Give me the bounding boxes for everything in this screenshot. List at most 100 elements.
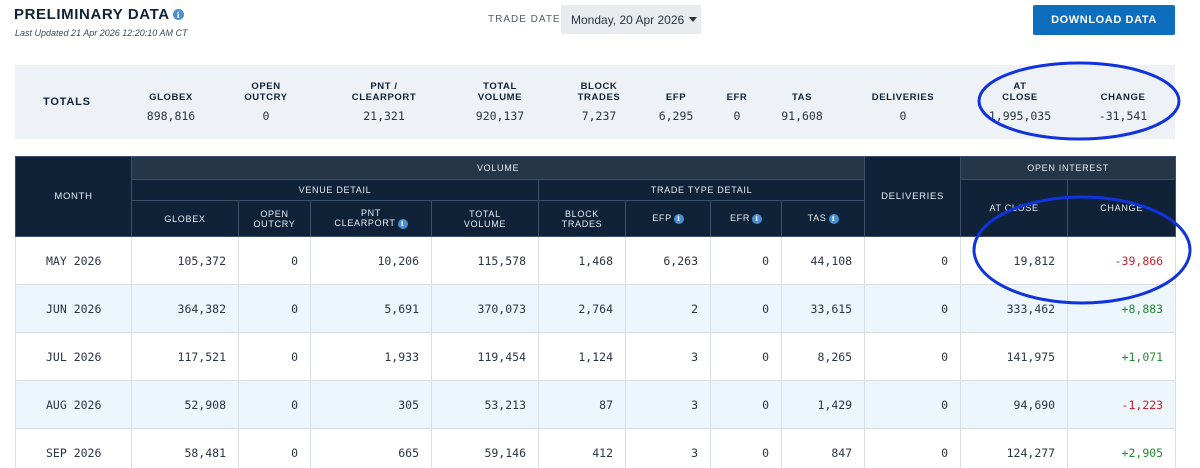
header-block-l1: BLOCK <box>564 208 599 219</box>
totals-col-value: 0 <box>733 109 741 123</box>
cell-at-close: 94,690 <box>960 380 1069 429</box>
cell-deliveries: 0 <box>864 428 962 468</box>
totals-col-value: 21,321 <box>363 109 405 123</box>
cell-efr: 0 <box>710 236 782 285</box>
header-total-l1: TOTAL <box>469 208 501 219</box>
totals-header-line2: VOLUME <box>477 92 523 103</box>
totals-col-5: EFP 6,295 <box>621 79 731 123</box>
cell-deliveries: 0 <box>864 284 962 333</box>
totals-header-line1: DELIVERIES <box>871 92 935 103</box>
cell-at-close: 19,812 <box>960 236 1069 285</box>
cell-change: +1,071 <box>1067 332 1177 381</box>
totals-col-10: CHANGE -31,541 <box>1068 79 1178 123</box>
totals-header-line1: TAS <box>791 92 813 103</box>
trade-date-value: Monday, 20 Apr 2026 <box>571 12 685 27</box>
totals-header-line1: TOTAL <box>483 81 517 92</box>
cell-efr: 0 <box>710 428 782 468</box>
table-row: JUL 2026 117,521 0 1,933 119,454 1,124 3 0 8,265… <box>15 332 1177 381</box>
totals-col-header: TAS <box>747 79 857 103</box>
cell-open-outcry: 0 <box>238 428 311 468</box>
totals-col-0: GLOBEX 898,816 <box>116 79 226 123</box>
totals-header-line2: TRADES <box>577 92 621 103</box>
totals-panel: TOTALS GLOBEX 898,816 OPEN OUTCRY 0 PNT / CLEA… <box>15 65 1175 139</box>
header-month: MONTH <box>15 156 132 237</box>
header-deliveries: DELIVERIES <box>864 156 962 237</box>
header-total-l2: VOLUME <box>463 218 507 229</box>
totals-col-value: 920,137 <box>475 109 525 123</box>
volume-table: MONTH VOLUME DELIVERIES OPEN INTEREST VE… <box>15 156 1177 468</box>
chevron-down-icon <box>689 17 698 22</box>
cell-deliveries: 0 <box>864 332 962 381</box>
totals-col-header: CHANGE <box>1068 79 1178 103</box>
cell-total: 59,146 <box>431 428 539 468</box>
page-header: PRELIMINARY DATA i Last Updated 21 Apr 2… <box>0 0 1200 60</box>
totals-col-value: 1,995,035 <box>988 109 1052 123</box>
cell-tas: 44,108 <box>780 236 866 285</box>
header-open-interest: OPEN INTEREST <box>960 156 1177 180</box>
totals-col-3: TOTAL VOLUME 920,137 <box>445 79 555 123</box>
cell-efp: 3 <box>625 428 711 468</box>
download-data-button[interactable]: DOWNLOAD DATA <box>1033 5 1175 35</box>
cell-month: AUG 2026 <box>15 380 132 429</box>
totals-header-line1: GLOBEX <box>149 92 193 103</box>
totals-col-header: GLOBEX <box>116 79 226 103</box>
totals-col-header: BLOCK TRADES <box>544 79 654 103</box>
header-block-trades: BLOCK TRADES <box>538 200 626 237</box>
header-venue-detail: VENUE DETAIL <box>131 179 539 201</box>
cell-tas: 847 <box>780 428 866 468</box>
totals-col-value: 0 <box>899 109 907 123</box>
cell-change: -1,223 <box>1067 380 1177 429</box>
cell-block: 87 <box>538 380 626 429</box>
cell-efp: 3 <box>625 380 711 429</box>
cell-month: JUN 2026 <box>15 284 132 333</box>
cell-block: 1,468 <box>538 236 626 285</box>
totals-header-line2: CLEARPORT <box>351 92 417 103</box>
settlement-table-container: MONTH VOLUME DELIVERIES OPEN INTEREST VE… <box>15 156 1177 468</box>
info-icon[interactable]: i <box>752 213 763 224</box>
header-pnt-l2: CLEARPORT <box>334 218 396 229</box>
cell-globex: 52,908 <box>131 380 239 429</box>
cell-pnt: 10,206 <box>310 236 432 285</box>
totals-col-value: -31,541 <box>1098 109 1148 123</box>
cell-open-outcry: 0 <box>238 332 311 381</box>
totals-col-7: TAS 91,608 <box>747 79 857 123</box>
totals-col-1: OPEN OUTCRY 0 <box>211 79 321 123</box>
cell-month: SEP 2026 <box>15 428 132 468</box>
totals-col-6: EFR 0 <box>682 79 792 123</box>
cell-pnt: 5,691 <box>310 284 432 333</box>
header-efp-label: EFP <box>652 213 672 224</box>
totals-col-header: EFP <box>621 79 731 103</box>
trade-date-dropdown[interactable]: Monday, 20 Apr 2026 <box>561 5 701 34</box>
totals-col-value: 898,816 <box>146 109 196 123</box>
info-icon[interactable]: i <box>673 213 684 224</box>
cell-tas: 8,265 <box>780 332 866 381</box>
cell-total: 370,073 <box>431 284 539 333</box>
header-block-l2: TRADES <box>561 218 603 229</box>
info-icon[interactable]: i <box>397 218 408 229</box>
header-efr: EFR i <box>710 200 782 237</box>
cell-tas: 1,429 <box>780 380 866 429</box>
totals-col-8: DELIVERIES 0 <box>848 79 958 123</box>
totals-col-header: AT CLOSE <box>965 79 1075 103</box>
header-change: CHANGE <box>1067 179 1177 237</box>
info-icon[interactable]: i <box>828 213 839 224</box>
header-total-volume: TOTAL VOLUME <box>431 200 539 237</box>
totals-col-header: PNT / CLEARPORT <box>329 79 439 103</box>
cell-pnt: 665 <box>310 428 432 468</box>
totals-col-value: 91,608 <box>781 109 823 123</box>
totals-header-line1: EFP <box>665 92 687 103</box>
header-pnt-l1: PNT <box>360 208 382 219</box>
totals-col-header: TOTAL VOLUME <box>445 79 555 103</box>
totals-col-9: AT CLOSE 1,995,035 <box>965 79 1075 123</box>
totals-col-4: BLOCK TRADES 7,237 <box>544 79 654 123</box>
cell-month: MAY 2026 <box>15 236 132 285</box>
header-trade-type-detail: TRADE TYPE DETAIL <box>537 179 866 201</box>
totals-header-line1: PNT / <box>370 81 398 92</box>
cell-efr: 0 <box>710 332 782 381</box>
totals-header-line1: OPEN <box>251 81 281 92</box>
cell-open-outcry: 0 <box>238 236 311 285</box>
cell-block: 2,764 <box>538 284 626 333</box>
table-row: MAY 2026 105,372 0 10,206 115,578 1,468 6,263 0… <box>15 236 1177 285</box>
info-icon[interactable]: i <box>172 9 184 20</box>
header-efp: EFP i <box>625 200 711 237</box>
